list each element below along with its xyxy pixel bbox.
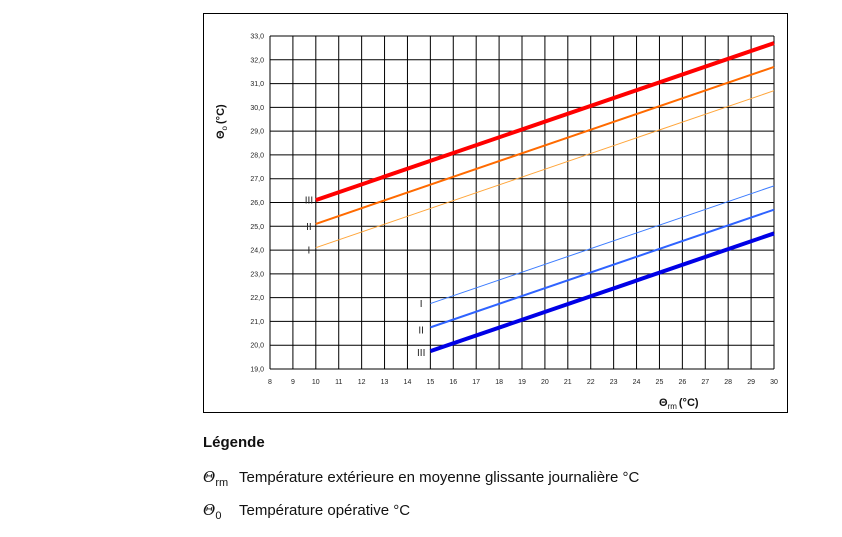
x-tick-label: 18	[495, 379, 503, 386]
series-annotation: III	[305, 196, 313, 207]
x-tick-label: 28	[724, 379, 732, 386]
y-tick-label: 24,0	[250, 248, 264, 255]
y-tick-label: 22,0	[250, 295, 264, 302]
x-tick-label: 13	[381, 379, 389, 386]
x-tick-label: 24	[633, 379, 641, 386]
x-tick-label: 20	[541, 379, 549, 386]
theta-o-symbol: Θ0	[203, 501, 222, 522]
series-line-5	[429, 231, 775, 354]
series-annotation: II	[306, 222, 312, 233]
legend-item-o-text: Température opérative °C	[239, 502, 411, 519]
series-line-4	[430, 208, 775, 329]
y-axis-title: Θo(°C)	[215, 104, 229, 139]
series-line-1	[315, 65, 775, 225]
x-tick-label: 17	[472, 379, 480, 386]
x-tick-label: 19	[518, 379, 526, 386]
legend-item-rm: Θrm Température extérieure en moyenne gl…	[203, 468, 639, 489]
y-tick-label: 25,0	[250, 224, 264, 231]
x-tick-label: 10	[312, 379, 320, 386]
x-tick-label: 16	[449, 379, 457, 386]
x-axis-title: Θrm (°C)	[659, 397, 699, 411]
x-tick-label: 25	[656, 379, 664, 386]
theta-rm-symbol: Θrm	[203, 468, 229, 489]
legend-item-rm-text: Température extérieure en moyenne glissa…	[239, 469, 640, 486]
x-tick-label: 26	[678, 379, 686, 386]
x-tick-label: 22	[587, 379, 595, 386]
series-line-0	[315, 41, 775, 203]
chart-svg: 8 9 10 11 12 13 14 15 16 17 18 19 20 21 22 23 24 25 26 27 28…	[215, 34, 778, 412]
chart-frame: 8 9 10 11 12 13 14 15 16 17 18 19 20 21 22 23 24 25 26 27 28…	[203, 13, 788, 413]
y-tick-label: 21,0	[250, 319, 264, 326]
series-line-2	[315, 90, 775, 249]
y-tick-label: 23,0	[250, 271, 264, 278]
y-tick-label: 31,0	[250, 81, 264, 88]
y-tick-label: 33,0	[250, 34, 264, 41]
y-tick-label: 27,0	[250, 176, 264, 183]
x-tick-label: 12	[358, 379, 366, 386]
x-tick-label: 9	[291, 379, 295, 386]
y-tick-label: 28,0	[250, 152, 264, 159]
y-tick-label: 20,0	[250, 343, 264, 350]
legend-item-o: Θ0 Température opérative °C	[203, 501, 410, 522]
x-tick-label: 29	[747, 379, 755, 386]
x-tick-label: 27	[701, 379, 709, 386]
y-tick-label: 30,0	[250, 105, 264, 112]
x-tick-label: 23	[610, 379, 618, 386]
x-tick-label: 15	[426, 379, 434, 386]
series-annotation: I	[308, 246, 311, 257]
y-tick-label: 26,0	[250, 200, 264, 207]
series-annotation: I	[420, 299, 423, 310]
series-line-3	[430, 185, 775, 305]
x-tick-label: 14	[404, 379, 412, 386]
y-tick-label: 19,0	[250, 367, 264, 374]
x-tick-label: 8	[268, 379, 272, 386]
legend-title: Légende	[203, 434, 265, 451]
y-tick-label: 29,0	[250, 129, 264, 136]
series-annotation: III	[417, 348, 425, 359]
x-tick-label: 30	[770, 379, 778, 386]
y-tick-label: 32,0	[250, 57, 264, 64]
x-tick-label: 21	[564, 379, 572, 386]
series-annotation: II	[418, 325, 424, 336]
x-tick-label: 11	[335, 379, 342, 386]
